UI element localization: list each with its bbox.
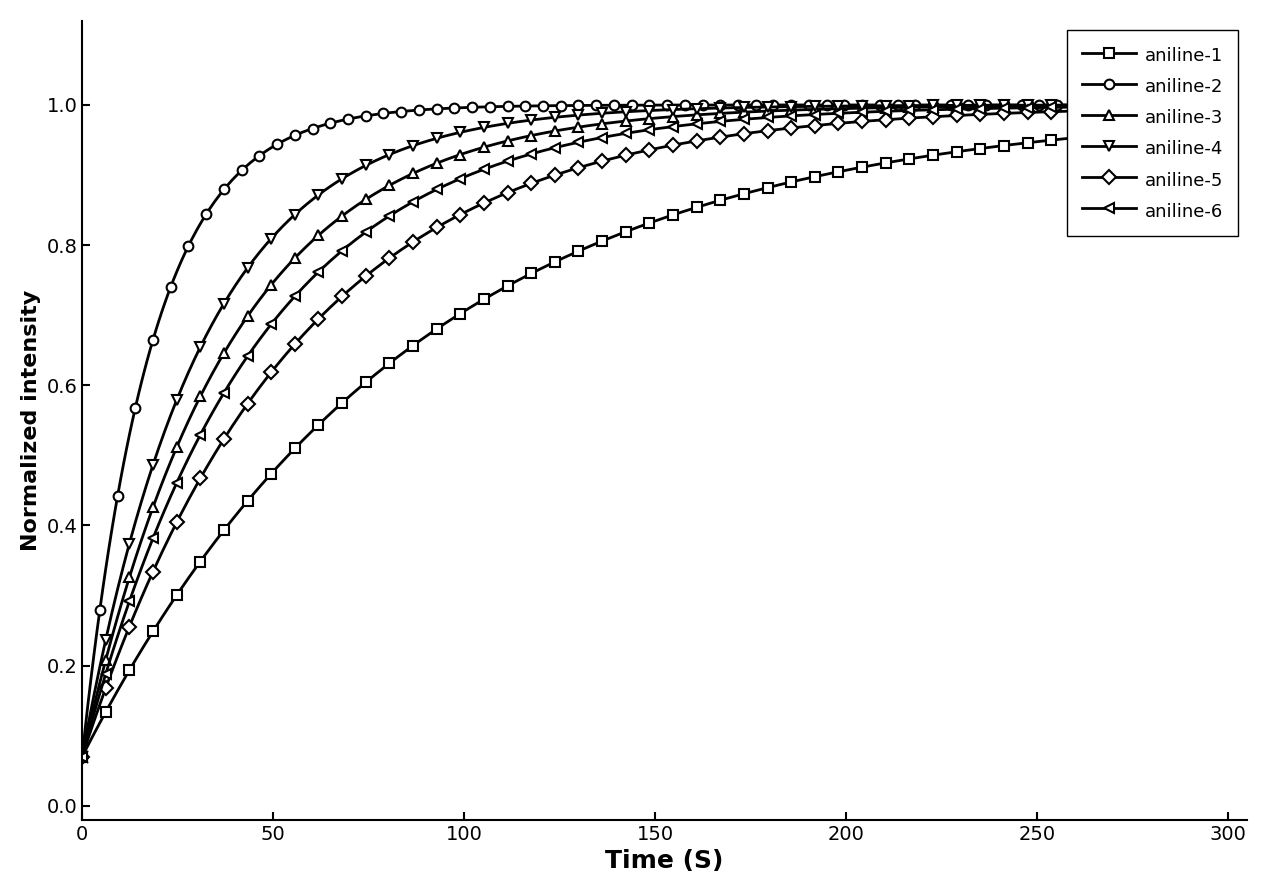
aniline-5	[1091, 105, 1106, 115]
aniline-6	[75, 751, 90, 762]
aniline-6	[1062, 102, 1077, 113]
aniline-5	[624, 148, 639, 159]
aniline-4	[1091, 100, 1106, 111]
Legend: aniline-1, aniline-2, aniline-3, aniline-4, aniline-5, aniline-6: aniline-1, aniline-2, aniline-3, aniline…	[1067, 30, 1238, 236]
aniline-4	[624, 106, 639, 117]
aniline-3	[349, 200, 364, 211]
aniline-1	[75, 751, 90, 762]
aniline-2	[1106, 99, 1121, 110]
aniline-3	[550, 125, 565, 136]
aniline-5	[1106, 105, 1121, 115]
Line: aniline-1: aniline-1	[77, 130, 1118, 762]
Line: aniline-3: aniline-3	[77, 101, 1118, 762]
aniline-4	[683, 104, 698, 114]
aniline-2	[550, 100, 565, 111]
aniline-3	[75, 751, 90, 762]
aniline-1	[1106, 129, 1121, 139]
X-axis label: Time (S): Time (S)	[606, 849, 724, 873]
aniline-1	[624, 224, 639, 235]
aniline-2	[624, 100, 639, 111]
aniline-6	[349, 233, 364, 244]
aniline-4	[349, 164, 364, 175]
aniline-4	[1106, 100, 1121, 111]
aniline-6	[550, 141, 565, 152]
aniline-3	[1106, 100, 1121, 111]
aniline-3	[624, 115, 639, 126]
aniline-2	[1091, 99, 1106, 110]
aniline-2	[75, 751, 90, 762]
Y-axis label: Normalized intensity: Normalized intensity	[20, 290, 41, 551]
aniline-6	[624, 127, 639, 138]
aniline-1	[1091, 131, 1106, 141]
aniline-1	[349, 384, 364, 395]
aniline-5	[349, 278, 364, 289]
aniline-4	[550, 112, 565, 122]
aniline-3	[1091, 100, 1106, 111]
aniline-1	[550, 255, 565, 266]
aniline-4	[1062, 100, 1077, 111]
aniline-3	[683, 110, 698, 121]
aniline-5	[75, 751, 90, 762]
Line: aniline-5: aniline-5	[77, 105, 1118, 762]
aniline-5	[683, 137, 698, 148]
aniline-6	[1106, 101, 1121, 112]
aniline-5	[1062, 105, 1077, 116]
aniline-2	[683, 99, 698, 110]
aniline-4	[75, 751, 90, 762]
aniline-3	[1062, 100, 1077, 111]
Line: aniline-6: aniline-6	[77, 102, 1118, 762]
aniline-1	[1062, 133, 1077, 144]
aniline-1	[683, 204, 698, 215]
Line: aniline-4: aniline-4	[77, 100, 1118, 762]
aniline-2	[349, 112, 364, 122]
aniline-6	[683, 119, 698, 130]
aniline-2	[1062, 99, 1077, 110]
Line: aniline-2: aniline-2	[77, 100, 1118, 762]
aniline-5	[550, 169, 565, 180]
aniline-6	[1091, 101, 1106, 112]
